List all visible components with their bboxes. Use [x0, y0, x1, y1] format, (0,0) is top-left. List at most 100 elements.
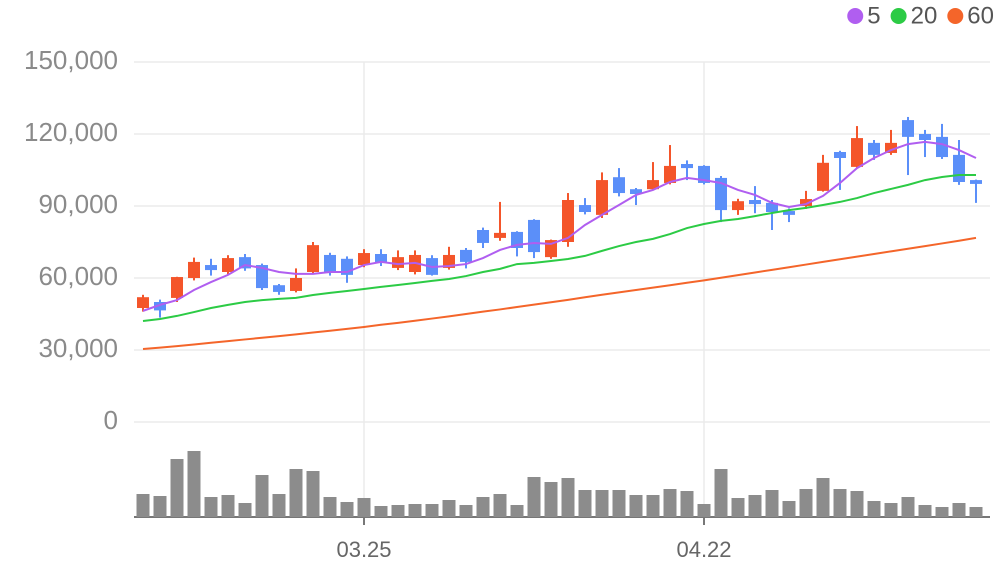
volume-bar	[969, 507, 983, 517]
candle-body	[613, 177, 625, 194]
candle-body	[834, 152, 846, 158]
candle-body	[137, 297, 149, 308]
x-tick-label: 03.25	[336, 537, 391, 562]
candle-body	[970, 180, 982, 184]
volume-bar	[714, 469, 728, 517]
volume-bar	[544, 482, 558, 517]
volume-bar	[833, 489, 847, 517]
y-tick-label: 150,000	[24, 45, 118, 75]
y-tick-label: 30,000	[38, 333, 118, 363]
candle-body	[800, 199, 812, 206]
candle-body	[851, 138, 863, 167]
candle-body	[579, 205, 591, 212]
candle-body	[358, 253, 370, 266]
candle-body	[494, 232, 506, 238]
volume-bar	[170, 459, 184, 517]
volume-bar	[765, 490, 779, 517]
volume-bar	[391, 505, 405, 517]
volume-bar	[731, 498, 745, 517]
candle-body	[715, 177, 727, 211]
candle-body	[205, 265, 217, 271]
volume-bar	[238, 503, 252, 517]
candle-body	[868, 142, 880, 155]
volume-bar	[272, 494, 286, 517]
candle-body	[681, 164, 693, 169]
candle-body	[375, 254, 387, 263]
legend-dot	[947, 8, 964, 24]
candle-body	[783, 211, 795, 215]
volume-bar	[952, 503, 966, 517]
volume-bar	[697, 504, 711, 517]
volume-bar	[527, 477, 541, 517]
candle-body	[664, 165, 676, 183]
volume-bar	[595, 490, 609, 517]
volume-bar	[136, 494, 150, 517]
volume-bar	[680, 491, 694, 517]
candle-body	[562, 200, 574, 242]
volume-bar	[357, 498, 371, 517]
volume-bar	[289, 469, 303, 517]
legend-dot	[890, 8, 907, 24]
volume-bar	[663, 489, 677, 517]
y-tick-label: 0	[104, 405, 118, 435]
volume-bar	[612, 490, 626, 517]
volume-bar	[204, 497, 218, 517]
volume-bar	[867, 501, 881, 517]
ma-line	[142, 140, 977, 312]
volume-bar	[578, 490, 592, 517]
volume-bar	[374, 506, 388, 517]
candle-body	[239, 257, 251, 269]
volume-bar	[476, 497, 490, 517]
legend-label: 20	[911, 2, 938, 29]
volume-bar	[187, 451, 201, 517]
volume-bar	[561, 478, 575, 517]
candle-body	[749, 200, 761, 205]
legend-dot	[847, 8, 864, 24]
candle-body	[732, 201, 744, 211]
volume-bar	[935, 507, 949, 517]
candle-body	[273, 285, 285, 292]
volume-bar	[629, 495, 643, 517]
candle-body	[477, 230, 489, 243]
candle-body	[596, 180, 608, 215]
legend-label: 5	[867, 2, 880, 29]
candle-body	[324, 254, 336, 272]
candle-body	[766, 202, 778, 212]
volume-bar	[153, 496, 167, 517]
candle-body	[256, 265, 268, 289]
candle-body	[817, 162, 829, 191]
candle-body	[171, 277, 183, 298]
volume-bar	[816, 478, 830, 517]
y-tick-label: 90,000	[38, 189, 118, 219]
volume-bar	[782, 501, 796, 517]
candle-body	[528, 219, 540, 253]
volume-bar	[884, 503, 898, 517]
volume-bar	[850, 491, 864, 517]
volume-bar	[493, 494, 507, 517]
candle-body	[154, 302, 166, 311]
volume-bar	[748, 495, 762, 517]
candle-body	[290, 278, 302, 291]
x-tick-label: 04.22	[676, 537, 731, 562]
candle-body	[953, 154, 965, 182]
volume-bar	[340, 502, 354, 517]
volume-bar	[306, 471, 320, 517]
volume-bar	[459, 505, 473, 517]
ma-line	[142, 236, 977, 351]
volume-bar	[510, 505, 524, 517]
volume-bar	[323, 497, 337, 517]
volume-bar	[221, 495, 235, 517]
legend-label: 60	[967, 2, 994, 29]
candle-body	[902, 120, 914, 137]
candle-body	[222, 258, 234, 272]
volume-bar	[408, 504, 422, 517]
candle-body	[307, 245, 319, 272]
candle-body	[630, 189, 642, 194]
candle-body	[392, 257, 404, 268]
volume-bar	[442, 500, 456, 517]
y-tick-label: 60,000	[38, 261, 118, 291]
volume-bar	[901, 497, 915, 517]
volume-bar	[255, 475, 269, 517]
